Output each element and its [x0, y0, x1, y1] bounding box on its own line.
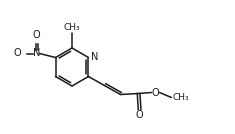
Text: CH₃: CH₃ [172, 93, 189, 102]
Text: CH₃: CH₃ [64, 23, 80, 32]
Text: N: N [33, 49, 40, 59]
Text: O: O [152, 88, 159, 98]
Text: N: N [91, 53, 99, 62]
Text: O: O [136, 111, 143, 120]
Text: O: O [33, 29, 40, 40]
Text: O: O [14, 49, 22, 59]
